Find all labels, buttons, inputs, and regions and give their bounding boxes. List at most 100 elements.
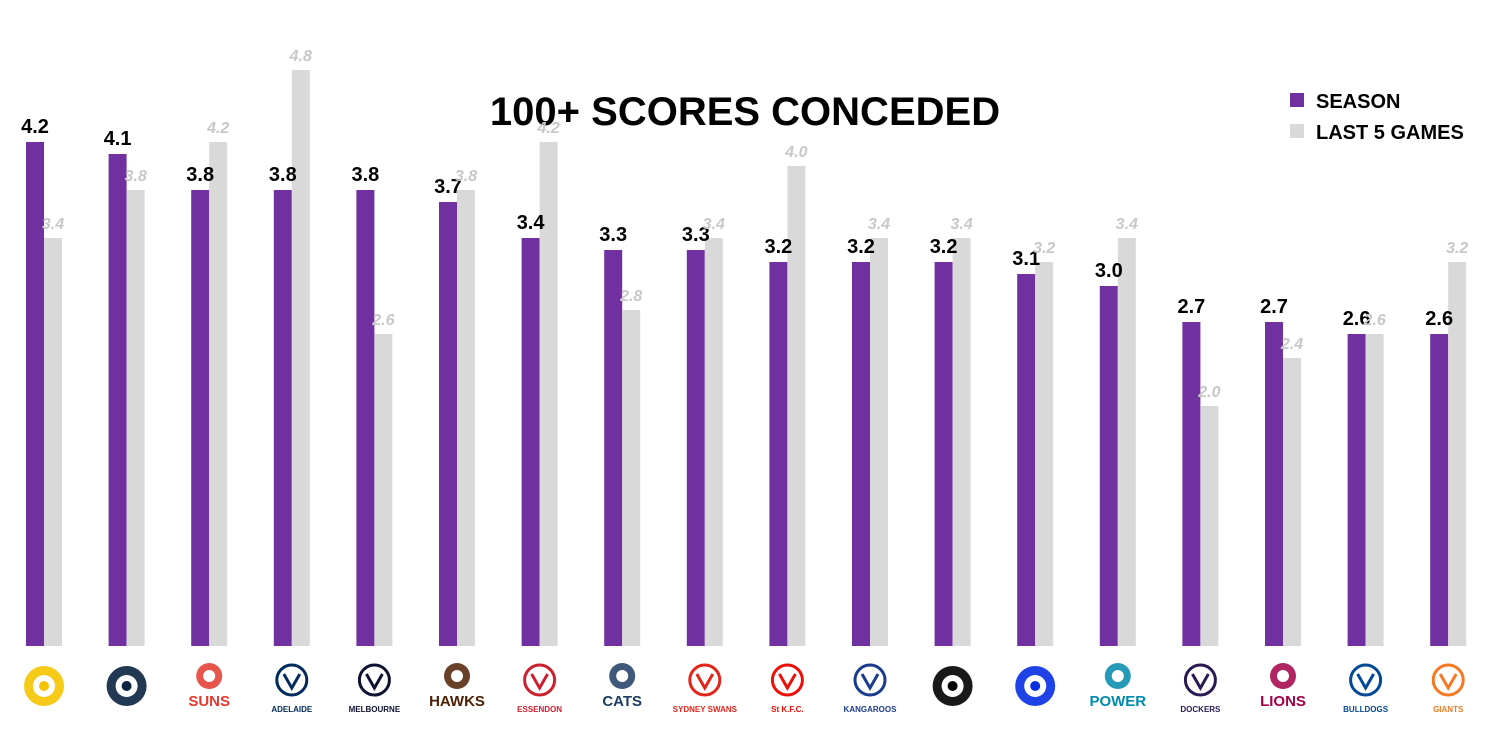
bar-last5-gws: [1448, 262, 1467, 646]
western-bulldog-icon: BULLDOGS: [1343, 663, 1389, 714]
fremantle-anchor-icon: DOCKERS: [1180, 663, 1221, 714]
collingwood-magpie-icon: [932, 666, 973, 706]
label-season-stk: 3.2: [764, 236, 792, 258]
label-last5-melb: 2.6: [371, 312, 394, 329]
svg-text:SUNS: SUNS: [188, 693, 230, 710]
label-season-rich: 4.2: [21, 116, 49, 138]
label-season-frem: 2.7: [1177, 296, 1205, 318]
label-last5-gcfc: 4.2: [206, 120, 229, 137]
team-logos-group: SUNS ADELAIDE MELBOURNE HAWKS ESSENDON CATS SY…: [24, 663, 1465, 714]
west-coast-eagle-icon: [1015, 666, 1056, 706]
adelaide-crow-icon: ADELAIDE: [271, 663, 313, 714]
gws-giants-icon: GIANTS: [1431, 663, 1465, 714]
legend-swatch-last5: [1290, 124, 1304, 138]
data-labels-group: 4.23.44.13.8 3.84.23.84.83.82.63.73.83.44…: [21, 48, 1468, 401]
chart-title: 100+ SCORES CONCEDED: [490, 90, 1000, 134]
label-season-port: 3.0: [1095, 260, 1123, 282]
bar-season-ess: [521, 238, 540, 646]
label-season-coll: 3.2: [930, 236, 958, 258]
svg-text:St K.F.C.: St K.F.C.: [771, 705, 803, 714]
carlton-monogram-icon: [106, 666, 147, 706]
label-season-wb: 2.6: [1343, 308, 1371, 330]
bar-last5-bris: [1283, 358, 1301, 646]
svg-text:GIANTS: GIANTS: [1433, 705, 1464, 714]
svg-text:CATS: CATS: [602, 693, 642, 710]
legend-label-season: SEASON: [1316, 91, 1400, 113]
brisbane-lion-icon: LIONS: [1260, 663, 1306, 710]
legend-swatch-season: [1290, 93, 1304, 107]
bar-last5-nmfc: [870, 238, 888, 646]
bar-last5-haw: [457, 190, 475, 646]
geelong-cat-icon: CATS: [602, 663, 642, 710]
hawthorn-hawk-icon: HAWKS: [429, 663, 485, 710]
richmond-tiger-icon: [24, 666, 64, 706]
bar-season-wce: [1017, 274, 1036, 646]
label-last5-coll: 3.4: [950, 216, 972, 233]
bar-last5-rich: [44, 238, 62, 646]
label-season-haw: 3.7: [434, 176, 462, 198]
st-kilda-cross-icon: St K.F.C.: [770, 663, 804, 714]
svg-text:BULLDOGS: BULLDOGS: [1343, 705, 1389, 714]
label-season-gws: 2.6: [1425, 308, 1453, 330]
bar-last5-adel: [291, 70, 310, 646]
bar-season-port: [1099, 286, 1118, 646]
port-power-icon: POWER: [1089, 663, 1146, 710]
label-last5-frem: 2.0: [1197, 384, 1220, 401]
bar-last5-ess: [539, 142, 558, 646]
bar-last5-syd: [704, 238, 723, 646]
label-season-adel: 3.8: [269, 164, 297, 186]
bar-season-coll: [934, 262, 953, 646]
bar-season-stk: [769, 262, 788, 646]
label-last5-port: 3.4: [1116, 216, 1138, 233]
label-season-ess: 3.4: [517, 212, 546, 234]
label-season-gcfc: 3.8: [186, 164, 214, 186]
svg-text:KANGAROOS: KANGAROOS: [844, 705, 898, 714]
sydney-swan-icon: SYDNEY SWANS: [673, 663, 738, 714]
bars-group: [26, 70, 1467, 646]
bar-last5-wb: [1365, 334, 1384, 646]
label-last5-wce: 3.2: [1033, 240, 1055, 257]
bar-season-geel: [604, 250, 623, 646]
svg-text:ADELAIDE: ADELAIDE: [271, 705, 313, 714]
legend-label-last5: LAST 5 GAMES: [1316, 122, 1464, 144]
svg-text:LIONS: LIONS: [1260, 693, 1306, 710]
label-season-melb: 3.8: [351, 164, 379, 186]
label-last5-syd: 3.4: [703, 216, 725, 233]
bar-last5-stk: [787, 166, 806, 646]
bar-season-bris: [1265, 322, 1283, 646]
svg-text:ESSENDON: ESSENDON: [517, 705, 562, 714]
svg-text:DOCKERS: DOCKERS: [1180, 705, 1221, 714]
bar-season-syd: [686, 250, 705, 646]
label-last5-ess: 4.2: [536, 120, 559, 137]
melbourne-shield-icon: MELBOURNE: [349, 663, 401, 714]
label-last5-geel: 2.8: [619, 288, 642, 305]
label-last5-nmfc: 3.4: [868, 216, 890, 233]
label-last5-bris: 2.4: [1280, 336, 1303, 353]
bar-last5-port: [1117, 238, 1136, 646]
bar-season-adel: [273, 190, 292, 646]
bar-last5-melb: [374, 334, 393, 646]
label-last5-gws: 3.2: [1446, 240, 1468, 257]
bar-last5-carl: [126, 190, 145, 646]
label-season-nmfc: 3.2: [847, 236, 875, 258]
essendon-shield-icon: ESSENDON: [517, 663, 562, 714]
bar-season-gcfc: [191, 190, 210, 646]
bar-last5-frem: [1200, 406, 1219, 646]
bar-season-gws: [1430, 334, 1449, 646]
svg-text:HAWKS: HAWKS: [429, 693, 485, 710]
legend: SEASON LAST 5 GAMES: [1290, 91, 1464, 144]
svg-text:POWER: POWER: [1089, 693, 1146, 710]
label-last5-adel: 4.8: [289, 48, 312, 65]
bar-season-wb: [1347, 334, 1366, 646]
bar-last5-wce: [1035, 262, 1054, 646]
label-last5-wb: 2.6: [1362, 312, 1385, 329]
bar-last5-gcfc: [209, 142, 228, 646]
bar-season-nmfc: [852, 262, 870, 646]
svg-text:MELBOURNE: MELBOURNE: [349, 705, 401, 714]
label-last5-rich: 3.4: [42, 216, 64, 233]
gold-coast-suns-icon: SUNS: [188, 663, 230, 710]
bar-season-carl: [108, 154, 127, 646]
bar-last5-geel: [622, 310, 641, 646]
bar-last5-coll: [952, 238, 971, 646]
bar-season-haw: [439, 202, 457, 646]
